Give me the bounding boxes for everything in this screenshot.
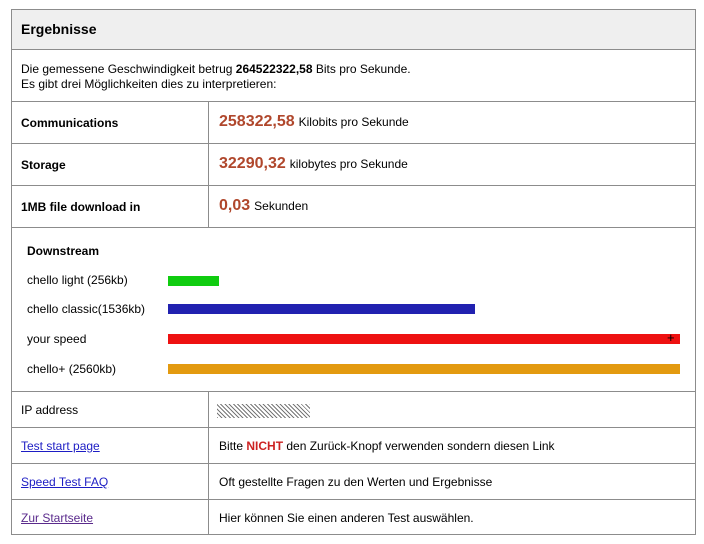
result-label-cell: 1MB file download in — [12, 186, 209, 227]
bar-label-chello-plus: chello+ (2560kb) — [27, 362, 117, 376]
result-value-cell: 0,03 Sekunden — [219, 197, 308, 215]
bar-chello-light — [168, 276, 219, 286]
result-value-cell: 32290,32 kilobytes pro Sekunde — [219, 155, 408, 173]
description-prefix: Bitte — [219, 439, 247, 453]
link-row-speed-test-faq: Speed Test FAQ Oft gestellte Fragen zu d… — [12, 464, 695, 500]
ip-address-obscured — [217, 404, 310, 418]
description-suffix: den Zurück-Knopf verwenden sondern diese… — [283, 439, 555, 453]
result-row-download-time: 1MB file download in 0,03 Sekunden — [12, 186, 695, 228]
intro-text: Die gemessene Geschwindigkeit betrug 264… — [12, 50, 695, 102]
bar-chello-plus — [168, 364, 680, 374]
intro-line1-suffix: Bits pro Sekunde. — [312, 62, 411, 76]
link-cell: Test start page — [12, 428, 209, 463]
result-unit: kilobytes pro Sekunde — [289, 157, 408, 171]
measured-speed-value: 264522322,58 — [235, 62, 313, 76]
result-row-storage: Storage 32290,32 kilobytes pro Sekunde — [12, 144, 695, 186]
test-start-page-description: Bitte NICHT den Zurück-Knopf verwenden s… — [219, 439, 555, 453]
link-row-zur-startseite: Zur Startseite Hier können Sie einen and… — [12, 500, 695, 535]
bar-label-chello-classic: chello classic(1536kb) — [27, 302, 146, 316]
bar-chello-classic — [168, 304, 475, 314]
result-label: Communications — [21, 116, 119, 130]
test-start-page-link[interactable]: Test start page — [21, 439, 100, 453]
ip-address-row: IP address — [12, 392, 695, 428]
ip-label-cell: IP address — [12, 392, 209, 427]
result-value-cell: 258322,58 Kilobits pro Sekunde — [219, 113, 409, 131]
result-unit: Sekunden — [254, 199, 309, 213]
zur-startseite-link[interactable]: Zur Startseite — [21, 511, 94, 525]
zur-startseite-description: Hier können Sie einen anderen Test auswä… — [219, 511, 474, 525]
result-unit: Kilobits pro Sekunde — [298, 115, 409, 129]
results-panel: Ergebnisse Die gemessene Geschwindigkeit… — [11, 9, 696, 535]
result-label-cell: Communications — [12, 102, 209, 143]
link-cell: Zur Startseite — [12, 500, 209, 535]
bar-label-your-speed: your speed — [27, 332, 87, 346]
speed-test-faq-link[interactable]: Speed Test FAQ — [21, 475, 109, 489]
result-value: 258322,58 — [219, 113, 295, 130]
result-label: 1MB file download in — [21, 200, 141, 214]
ip-address-label: IP address — [21, 403, 79, 417]
interpretation-line: Es gibt drei Möglichkeiten dies zu inter… — [21, 77, 277, 91]
overflow-plus-marker: + — [667, 330, 675, 345]
link-row-test-start-page: Test start page Bitte NICHT den Zurück-K… — [12, 428, 695, 464]
intro-line1-prefix: Die gemessene Geschwindigkeit betrug — [21, 62, 236, 76]
downstream-chart: Downstream chello light (256kb) chello c… — [12, 228, 695, 392]
bar-your-speed — [168, 334, 680, 344]
link-cell: Speed Test FAQ — [12, 464, 209, 499]
result-label: Storage — [21, 158, 66, 172]
downstream-title: Downstream — [27, 244, 100, 258]
nicht-emphasis: NICHT — [246, 439, 284, 453]
results-header: Ergebnisse — [12, 10, 695, 50]
result-label-cell: Storage — [12, 144, 209, 185]
measured-speed-line: Die gemessene Geschwindigkeit betrug 264… — [21, 62, 411, 76]
speed-test-faq-description: Oft gestellte Fragen zu den Werten und E… — [219, 475, 493, 489]
results-title: Ergebnisse — [21, 21, 97, 37]
result-row-communications: Communications 258322,58 Kilobits pro Sek… — [12, 102, 695, 144]
result-value: 0,03 — [219, 197, 251, 214]
bar-label-chello-light: chello light (256kb) — [27, 273, 128, 287]
result-value: 32290,32 — [219, 155, 286, 172]
